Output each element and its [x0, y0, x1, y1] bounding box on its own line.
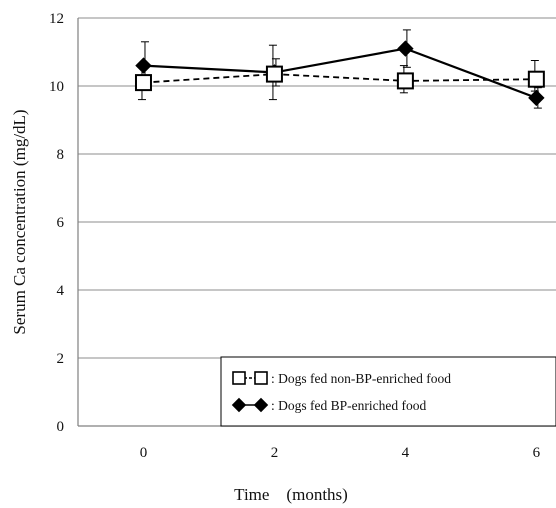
legend-label: : Dogs fed non-BP-enriched food — [271, 371, 451, 386]
y-tick-label: 0 — [57, 419, 65, 435]
y-tick-label: 10 — [49, 79, 64, 95]
legend-label: : Dogs fed BP-enriched food — [271, 398, 426, 413]
series-line — [143, 73, 537, 84]
open-square-marker — [396, 72, 414, 90]
y-tick-label: 8 — [57, 147, 65, 163]
y-tick-label: 2 — [57, 351, 65, 367]
filled-diamond-marker — [397, 40, 414, 57]
open-square-marker — [265, 65, 283, 83]
open-square-icon — [254, 371, 268, 385]
open-square-marker — [134, 74, 152, 92]
x-tick-label: 0 — [140, 445, 148, 461]
series-non-bp — [134, 44, 545, 101]
legend-item: : Dogs fed non-BP-enriched food — [232, 371, 451, 386]
legend-box — [220, 356, 556, 427]
filled-diamond-icon — [253, 397, 269, 413]
gridlines — [78, 17, 556, 359]
series-group — [134, 29, 545, 109]
open-square-marker — [527, 70, 545, 88]
y-tick-label: 12 — [49, 11, 64, 27]
series-line — [143, 47, 537, 99]
open-square-icon — [232, 371, 246, 385]
x-tick-label: 2 — [271, 445, 279, 461]
legend: : Dogs fed non-BP-enriched food : Dogs fe… — [220, 356, 556, 427]
x-tick-label: 6 — [533, 445, 541, 461]
x-axis-title: Time (months) — [234, 485, 348, 504]
y-tick-label: 6 — [57, 215, 65, 231]
filled-diamond-icon — [231, 397, 247, 413]
x-tick-label: 4 — [402, 445, 410, 461]
legend-item: : Dogs fed BP-enriched food — [231, 397, 426, 413]
series-bp — [135, 29, 545, 109]
y-axis-title: Serum Ca concentration (mg/dL) — [10, 109, 29, 334]
y-tick-label: 4 — [57, 283, 65, 299]
filled-diamond-marker — [528, 89, 545, 107]
